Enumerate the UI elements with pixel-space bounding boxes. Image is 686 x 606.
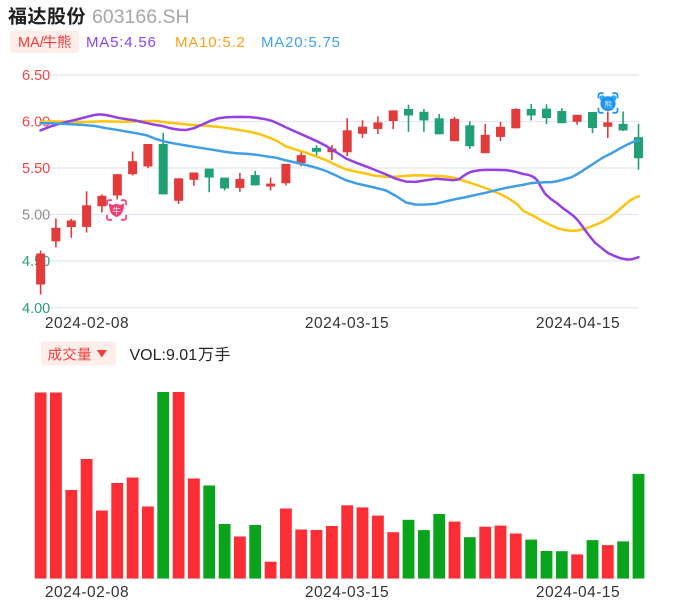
svg-text:2024-04-15: 2024-04-15: [536, 584, 620, 601]
svg-text:2024-04-15: 2024-04-15: [536, 315, 620, 332]
svg-text:5.00: 5.00: [22, 208, 50, 224]
svg-text:MA10:5.2: MA10:5.2: [175, 34, 246, 51]
svg-text:4.00: 4.00: [22, 301, 50, 317]
svg-text:2024-02-08: 2024-02-08: [45, 315, 129, 332]
svg-text:MA5:4.56: MA5:4.56: [86, 34, 157, 51]
svg-text:2024-03-15: 2024-03-15: [305, 584, 389, 601]
svg-text:5.50: 5.50: [22, 161, 50, 177]
svg-text:6.00: 6.00: [22, 115, 50, 131]
svg-text:2024-02-08: 2024-02-08: [45, 584, 129, 601]
svg-text:MA20:5.75: MA20:5.75: [261, 34, 341, 51]
svg-text:2024-03-15: 2024-03-15: [305, 315, 389, 332]
svg-text:VOL:9.01: VOL:9.01: [130, 347, 198, 364]
svg-text:603166.SH: 603166.SH: [92, 6, 190, 28]
svg-text:6.50: 6.50: [22, 68, 50, 84]
svg-text:MA/: MA/: [18, 35, 45, 51]
